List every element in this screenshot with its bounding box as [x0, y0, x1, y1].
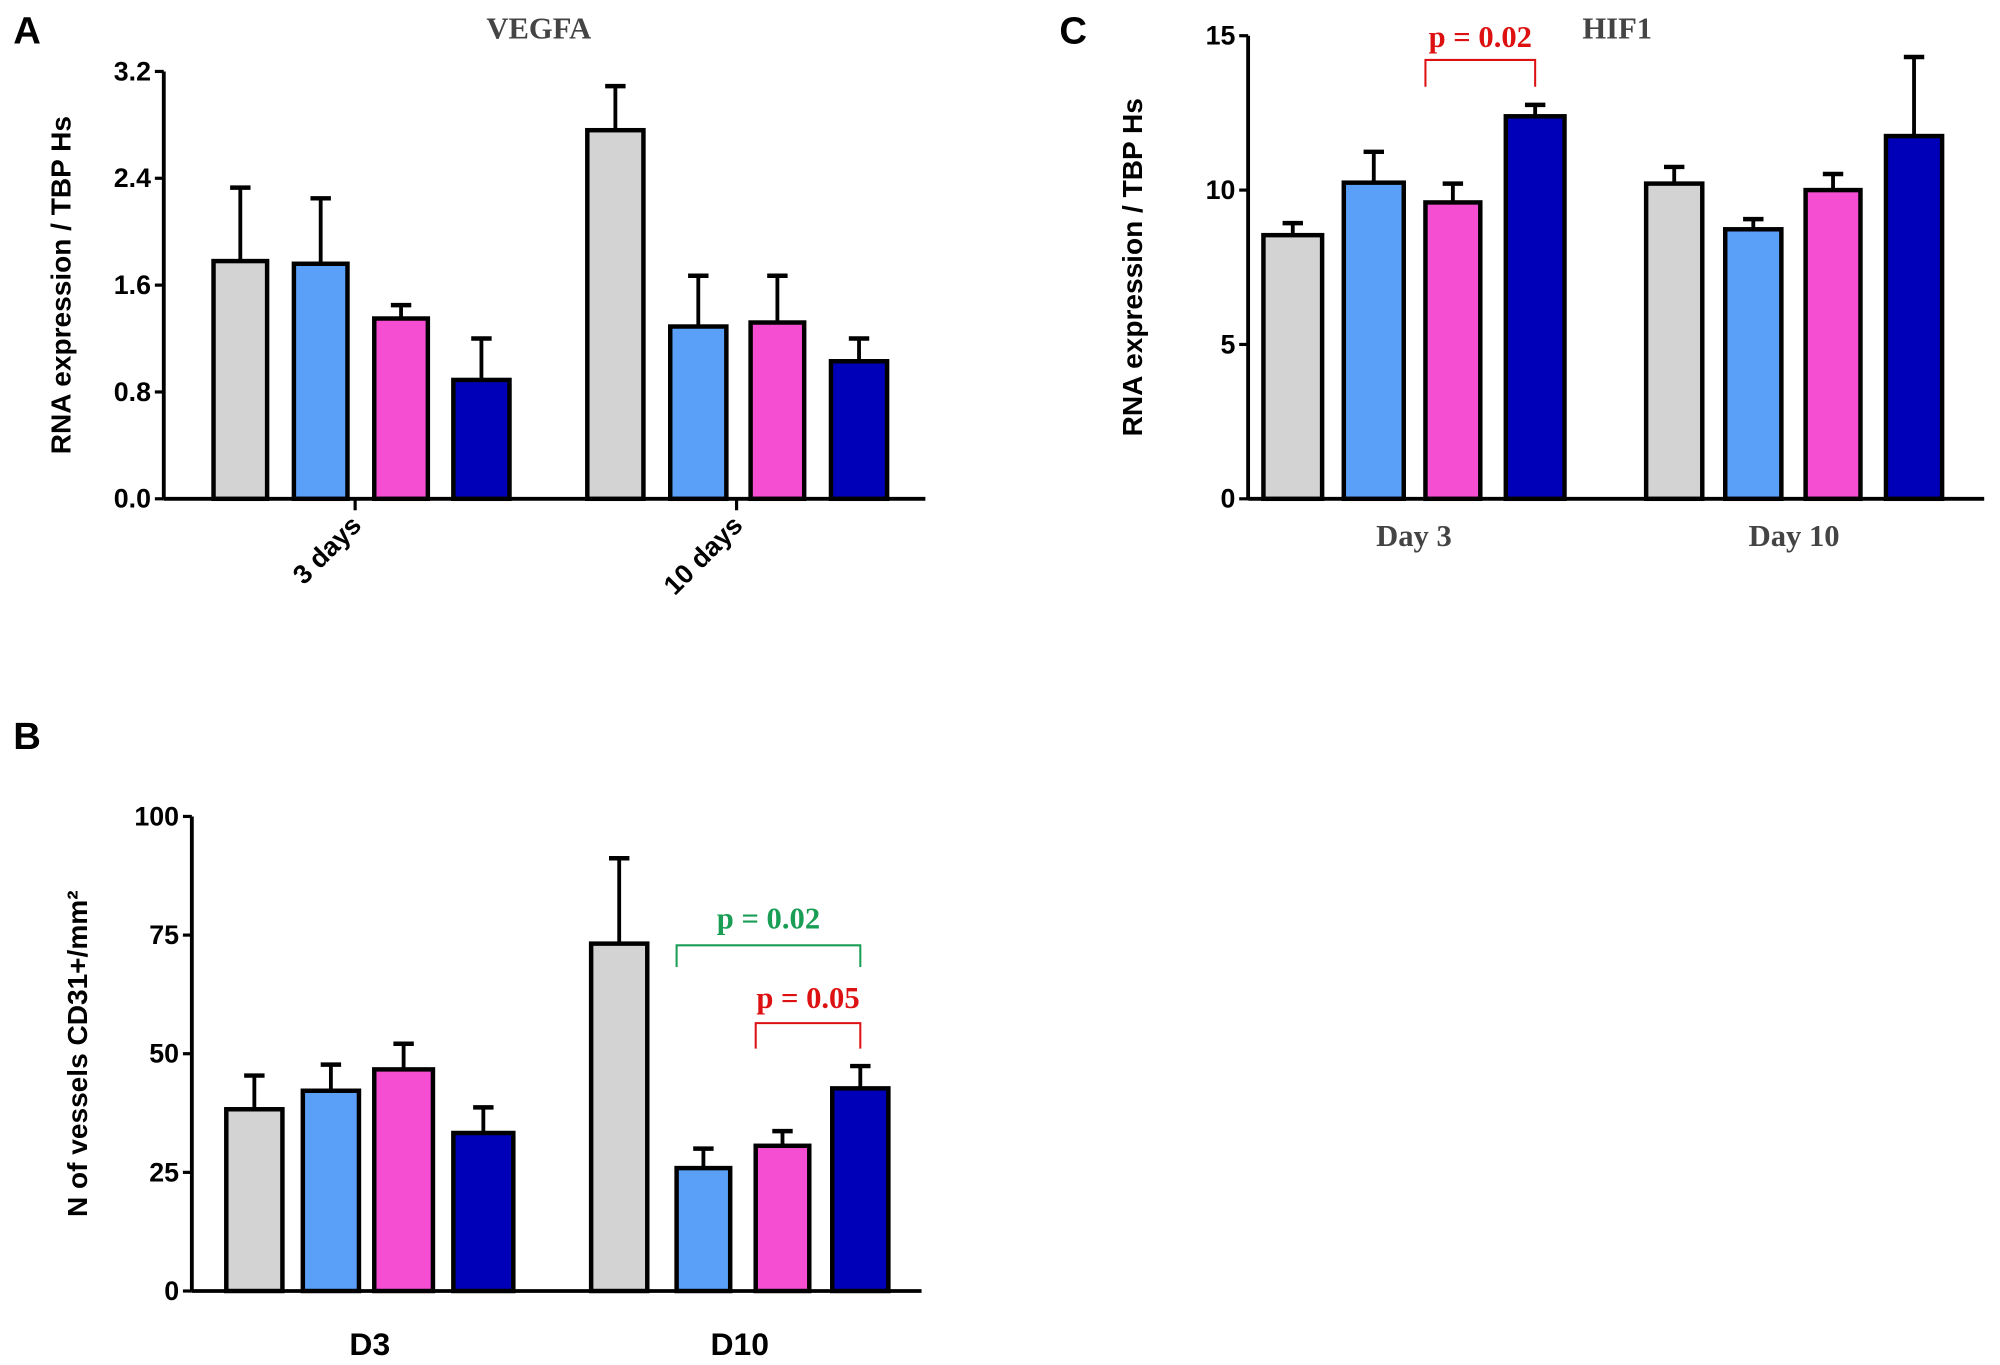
y-axis-label: RNA expression / TBP Hs — [1117, 98, 1148, 436]
bar — [1503, 114, 1567, 502]
y-tick-label: 100 — [134, 801, 179, 831]
panel-letter: B — [13, 715, 41, 758]
bar — [1883, 133, 1945, 502]
bar — [300, 1088, 362, 1294]
significance-bracket — [1424, 58, 1537, 87]
panel-letter: C — [1059, 9, 1087, 52]
panel-letter: A — [13, 9, 41, 52]
x-category-label: 3 days — [287, 510, 367, 590]
y-tick-label: 2.4 — [114, 163, 151, 193]
bar — [1643, 181, 1705, 502]
p-value-label: p = 0.02 — [717, 902, 820, 936]
y-axis-label: RNA expression / TBP Hs — [46, 116, 77, 454]
bar — [451, 377, 512, 502]
y-tick-label: 5 — [1220, 329, 1235, 359]
y-tick-label: 3.2 — [114, 56, 151, 86]
bar — [451, 1130, 516, 1294]
chart-title: HIF1 — [1582, 11, 1652, 45]
bar — [1341, 180, 1406, 502]
bar — [585, 127, 646, 502]
bar — [748, 320, 807, 502]
bar — [674, 1165, 733, 1294]
y-tick-label: 0 — [1220, 484, 1235, 514]
bar — [1723, 227, 1784, 502]
bar — [291, 261, 350, 502]
y-axis-label: N of vessels CD31+/mm² — [62, 890, 93, 1217]
significance-bracket — [754, 1022, 862, 1049]
y-tick-label: 0.8 — [114, 377, 151, 407]
x-category-label: D3 — [349, 1326, 390, 1362]
x-category-label: Day 3 — [1376, 519, 1452, 553]
chart-title: VEGFA — [486, 11, 591, 45]
y-tick-label: 0 — [164, 1276, 179, 1306]
x-category-label: D10 — [711, 1326, 769, 1362]
bar — [588, 941, 650, 1294]
bar — [372, 316, 431, 502]
bar — [372, 1067, 436, 1294]
bar — [1423, 200, 1483, 502]
significance-bracket — [675, 944, 862, 967]
bar — [224, 1107, 285, 1294]
p-value-label: p = 0.05 — [756, 981, 859, 1015]
p-value-label: p = 0.02 — [1429, 20, 1532, 54]
x-category-label: 10 days — [658, 510, 749, 601]
y-tick-label: 15 — [1206, 21, 1236, 51]
y-tick-label: 75 — [149, 920, 179, 950]
bar — [1803, 187, 1863, 502]
y-tick-label: 50 — [149, 1039, 179, 1069]
bar — [828, 359, 890, 502]
bar — [667, 324, 729, 502]
y-tick-label: 25 — [149, 1157, 179, 1187]
x-category-label: Day 10 — [1749, 519, 1840, 553]
bar — [830, 1086, 891, 1294]
bar — [211, 258, 270, 502]
y-tick-label: 10 — [1206, 175, 1236, 205]
y-tick-label: 1.6 — [114, 270, 151, 300]
bar — [753, 1143, 812, 1294]
y-tick-label: 0.0 — [114, 484, 151, 514]
bar — [1261, 232, 1325, 502]
